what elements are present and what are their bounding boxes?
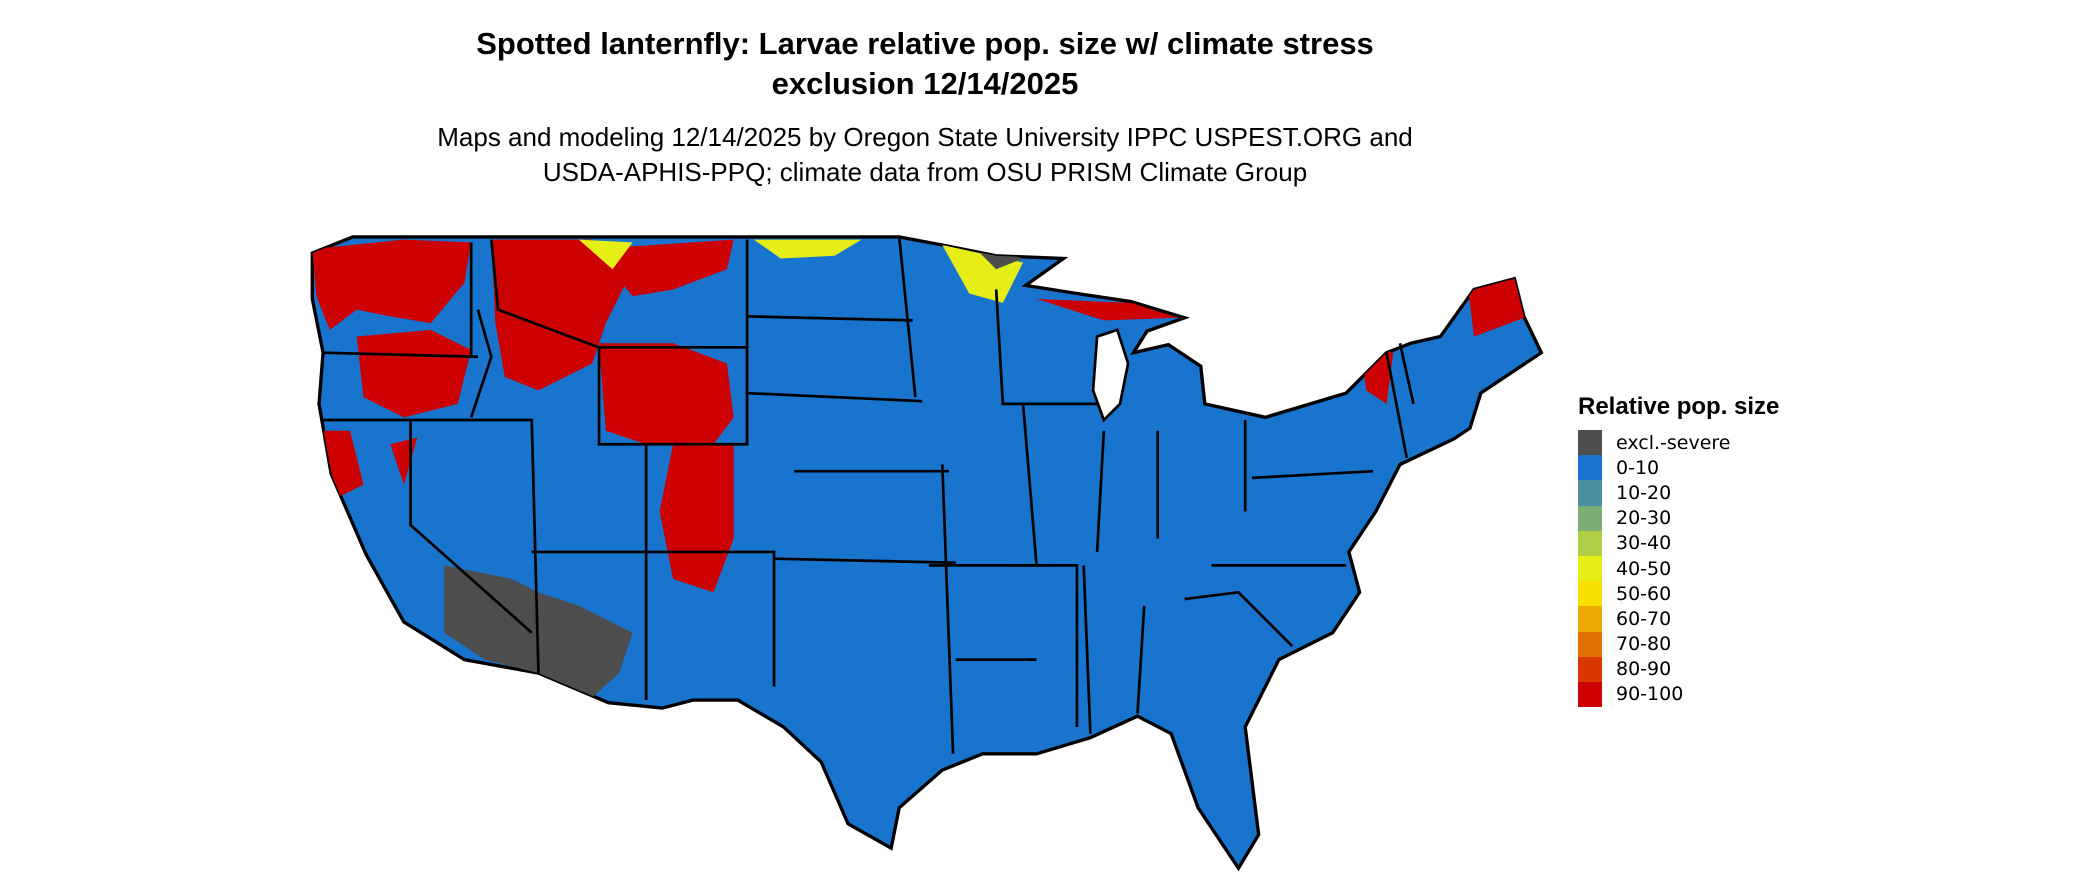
legend-item: 50-60 — [1578, 581, 1779, 607]
legend: Relative pop. size excl.-severe 0-10 10-20… — [1578, 392, 1780, 708]
state-border — [1136, 605, 1146, 714]
legend-label: 90-100 — [1616, 683, 1684, 706]
legend-item: 90-100 — [1578, 681, 1779, 708]
high-suitability-area — [356, 329, 472, 418]
state-border — [897, 236, 917, 398]
moderate-suitability-area — [753, 239, 862, 259]
moderate-suitability-area — [578, 239, 633, 270]
state-border — [1082, 565, 1092, 734]
state-border — [1009, 564, 1079, 727]
legend-label: 30-40 — [1616, 532, 1672, 555]
state-border — [774, 557, 956, 565]
state-border — [469, 309, 493, 418]
legend-item: 20-30 — [1578, 505, 1779, 531]
high-suitability-area — [491, 239, 633, 391]
high-suitability-area — [312, 239, 472, 330]
state-border — [490, 239, 600, 349]
legend-item: 60-70 — [1578, 606, 1779, 632]
legend-label: 0-10 — [1616, 456, 1660, 479]
subtitle-line-2: USDA-APHIS-PPQ; climate data from OSU PR… — [542, 157, 1308, 187]
map-title: Spotted lanternfly: Larvae relative pop.… — [300, 24, 1550, 104]
legend-label: 40-50 — [1616, 557, 1672, 580]
legend-item: 80-90 — [1578, 656, 1779, 682]
legend-swatch — [1578, 606, 1602, 632]
state-border — [940, 464, 955, 754]
state-border — [1021, 403, 1038, 566]
high-suitability-area — [1467, 278, 1528, 337]
state-border — [994, 289, 1024, 406]
legend-item: excl.-severe — [1578, 430, 1779, 456]
legend-item: 30-40 — [1578, 530, 1779, 556]
legend-swatch — [1578, 631, 1602, 657]
legend-label: 20-30 — [1616, 507, 1672, 530]
state-border — [1251, 469, 1374, 480]
state-border — [409, 420, 533, 634]
high-suitability-area — [659, 444, 734, 593]
state-borders — [323, 236, 1415, 754]
title-line-2: exclusion 12/14/2025 — [771, 66, 1079, 101]
legend-swatch — [1578, 581, 1602, 607]
map-subtitle: Maps and modeling 12/14/2025 by Oregon S… — [300, 120, 1550, 190]
legend-swatch — [1578, 480, 1602, 506]
legend-item: 0-10 — [1578, 455, 1779, 481]
legend-label: 80-90 — [1616, 658, 1672, 681]
state-border — [1184, 590, 1294, 648]
legend-title: Relative pop. size — [1578, 393, 1780, 420]
high-population-zones — [312, 239, 1528, 593]
state-border — [747, 315, 913, 322]
legend-item: 40-50 — [1578, 555, 1779, 582]
legend-item: 10-20 — [1578, 480, 1779, 506]
state-border — [323, 418, 540, 674]
title-line-1: Spotted lanternfly: Larvae relative pop.… — [476, 26, 1374, 61]
legend-label: 10-20 — [1616, 481, 1672, 504]
legend-swatch — [1578, 430, 1602, 456]
legend-label: 60-70 — [1616, 607, 1672, 630]
state-border — [644, 444, 776, 687]
lake-michigan — [1091, 328, 1130, 423]
legend-item: 70-80 — [1578, 631, 1779, 657]
state-border — [323, 351, 478, 359]
high-suitability-area — [592, 239, 734, 297]
legend-swatch — [1578, 681, 1602, 708]
legend-label: excl.-severe — [1616, 431, 1731, 454]
legend-label: 70-80 — [1616, 633, 1672, 656]
high-suitability-area — [1036, 298, 1178, 321]
state-border — [747, 391, 923, 403]
us-landmass — [310, 235, 1544, 872]
legend-swatch — [1578, 505, 1602, 531]
state-border — [1398, 342, 1415, 405]
legend-swatch — [1578, 656, 1602, 682]
subtitle-line-1: Maps and modeling 12/14/2025 by Oregon S… — [437, 122, 1413, 152]
legend-swatch — [1578, 455, 1602, 481]
legend-swatch — [1578, 530, 1602, 556]
state-border — [1095, 430, 1106, 553]
high-suitability-area — [599, 343, 734, 445]
legend-label: 50-60 — [1616, 582, 1672, 605]
state-border — [1385, 352, 1409, 458]
legend-swatch — [1578, 555, 1602, 582]
